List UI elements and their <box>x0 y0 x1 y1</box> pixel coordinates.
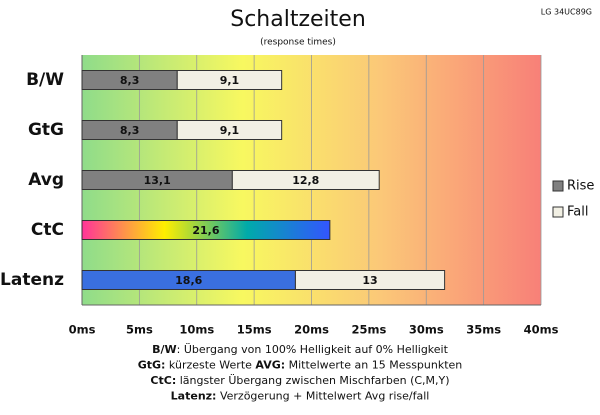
x-tick-label: 40ms <box>524 323 559 337</box>
x-tick-label: 15ms <box>237 323 272 337</box>
y-tick-label: Latenz <box>0 270 64 290</box>
y-tick-label: CtC <box>31 220 64 240</box>
note: GtG: kürzeste Werte AVG: Mittelwerte an … <box>138 359 463 372</box>
note-part: : Übergang von 100% Helligkeit auf 0% He… <box>177 343 449 356</box>
note-part: Verzögerung + Mittelwert Avg rise/fall <box>216 390 429 403</box>
bar <box>81 220 331 240</box>
x-tick-label: 25ms <box>351 323 386 337</box>
note-part: Mittelwerte an 15 Messpunkten <box>285 359 462 372</box>
note-part: B/W <box>152 343 177 356</box>
bar <box>294 270 446 290</box>
y-tick-label: Avg <box>28 170 64 190</box>
legend-label: Rise <box>567 179 594 194</box>
note-part: Latenz: <box>171 390 217 403</box>
x-tick-label: 20ms <box>294 323 329 337</box>
corner-label: LG 34UC89G <box>541 8 592 17</box>
note-part: CtC: <box>150 374 176 387</box>
x-tick-label: 0ms <box>69 323 96 337</box>
note: B/W: Übergang von 100% Helligkeit auf 0%… <box>152 343 449 356</box>
x-tick-label: 5ms <box>126 323 153 337</box>
legend-swatch <box>552 206 564 218</box>
y-tick-label: GtG <box>28 120 64 140</box>
note: CtC: längster Übergang zwischen Mischfar… <box>150 374 449 387</box>
x-tick-label: 35ms <box>466 323 501 337</box>
value-label: 13 <box>362 274 377 287</box>
legend-swatch <box>552 180 564 192</box>
bar <box>231 170 380 190</box>
value-label: 9,1 <box>220 74 240 87</box>
note-part: kürzeste Werte <box>165 359 255 372</box>
value-label: 21,6 <box>192 224 219 237</box>
x-tick-label: 30ms <box>409 323 444 337</box>
legend-label: Fall <box>567 205 588 220</box>
note-part: AVG: <box>255 359 285 372</box>
chart-title: Schaltzeiten <box>230 7 366 32</box>
value-label: 9,1 <box>220 124 240 137</box>
value-label: 18,6 <box>175 274 202 287</box>
bar <box>176 70 283 90</box>
chart-subtitle: (response times) <box>260 38 336 48</box>
note-part: längster Übergang zwischen Mischfarben (… <box>176 374 449 387</box>
x-tick-label: 10ms <box>179 323 214 337</box>
value-label: 8,3 <box>120 124 140 137</box>
note: Latenz: Verzögerung + Mittelwert Avg ris… <box>171 390 430 403</box>
bar <box>176 120 283 140</box>
value-label: 12,8 <box>292 174 319 187</box>
note-part: GtG: <box>138 359 166 372</box>
value-label: 8,3 <box>120 74 140 87</box>
y-tick-label: B/W <box>26 70 64 90</box>
value-label: 13,1 <box>144 174 171 187</box>
